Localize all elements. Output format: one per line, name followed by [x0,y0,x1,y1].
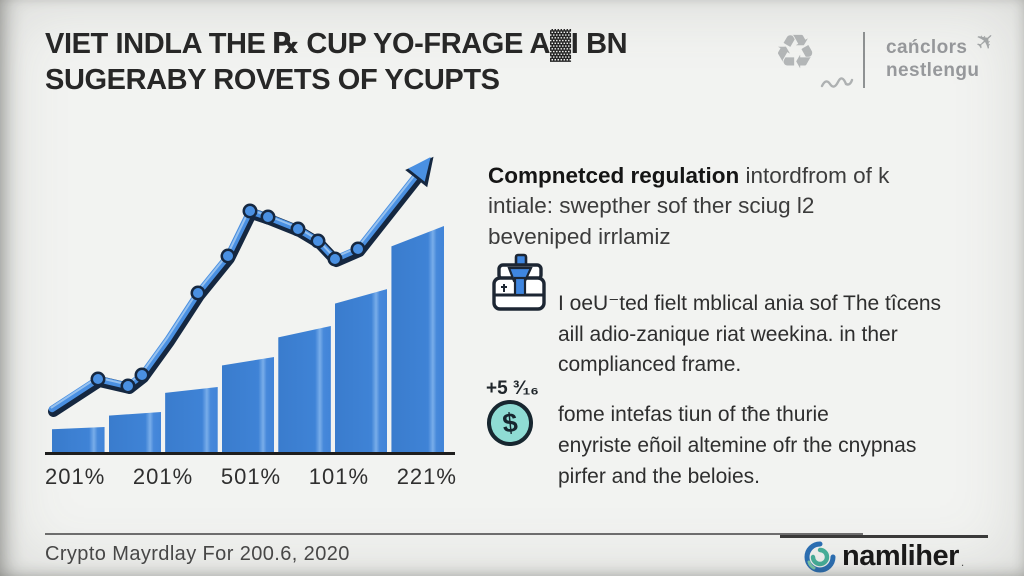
panel-heading: Compnetced regulation intordfrom of k in… [488,161,974,253]
x-axis-label: 221% [396,464,457,489]
page-title-line1: VIET INDLA THE ℞ CUP YO-FRAGE A▓I BN [45,28,628,60]
panel-heading-rest: intordfrom of k intiale: swepther sof th… [488,162,890,249]
x-axis-line [45,452,455,455]
footer-divider-dark [780,535,988,538]
brand-name: cańclors nestlengu [886,36,979,82]
dollar-sign: $ [500,406,519,439]
trend-line-svg [48,156,434,417]
briefcase-box-icon [486,252,552,321]
bar [165,387,218,452]
page-title-line2: SUGERABY ROVETS OF YCUPTS [45,64,500,96]
footer-logo: namliher . [804,540,964,573]
footer-caption: Crypto Mayrdlay For 200.6, 2020 [45,543,350,565]
footer-logo-suffix: . [960,555,965,569]
bar [334,289,388,452]
x-axis-label: 501% [220,464,282,489]
x-axis-label: 201% [45,464,106,489]
x-axis-labels: 201% 201% 501% 101% 221% [45,464,457,490]
x-axis-label: 201% [132,464,194,489]
x-axis-label: 101% [308,464,370,489]
brand-name-line1: cańclors [886,37,968,58]
brand-divider [863,32,865,88]
page-title: VIET INDLA THE ℞ CUP YO-FRAGE A▓I BN SUG… [45,26,665,98]
footer-logo-text: namliher [842,540,959,572]
swirl-logo-icon [804,541,836,572]
dollar-coin-icon: $ [484,397,536,449]
coin-badge: +5 ³⁄₁₆ [486,378,539,399]
panel-heading-bold: Compnetced regulation [488,162,740,188]
bar [52,427,105,452]
growth-chart [45,138,455,455]
bullet1-text: I oeU⁻ted fielt mblical ania sof The tîc… [558,292,942,376]
bar [221,357,275,452]
bar [108,412,162,452]
brand-mark: ♻ cańclors nestlengu ✈ [768,25,1001,98]
bar [278,326,331,452]
bar [391,226,444,452]
scribble-icon [820,77,854,88]
brand-name-line2: nestlengu [886,60,980,81]
bar-group [45,138,455,455]
footer-divider [45,533,863,535]
bullet2-text: fome intefas tiun of tħe thurie enyriste… [558,403,917,488]
recycle-icon: ♻ [774,25,817,78]
